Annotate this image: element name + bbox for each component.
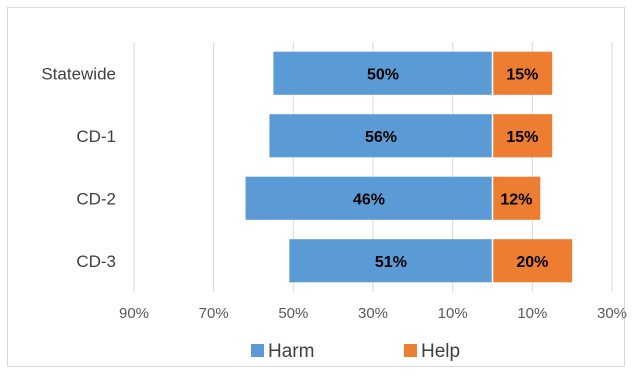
bars (245, 51, 573, 283)
category-label-CD-1: CD-1 (76, 127, 116, 146)
bar-help-CD-1 (492, 114, 553, 158)
data-label-harm-Statewide: 50% (367, 66, 399, 83)
data-label-harm-CD-1: 56% (365, 129, 397, 146)
legend-label-help: Help (421, 341, 460, 362)
tick-labels: 90% 70% 50% 30% 10% 10% 30% (119, 305, 627, 322)
bar-harm-Statewide (273, 51, 493, 95)
legend: Harm Help (251, 341, 460, 362)
bar-help-CD-3 (492, 239, 573, 283)
x-tick-label-3: 30% (358, 305, 388, 322)
x-tick-label-1: 70% (199, 305, 229, 322)
x-tick-label-6: 30% (597, 305, 627, 322)
data-label-help-CD-2: 12% (500, 191, 532, 208)
bar-harm-CD-3 (289, 239, 493, 283)
x-tick-label-0: 90% (119, 305, 149, 322)
data-label-harm-CD-3: 51% (375, 254, 407, 271)
category-labels: Statewide CD-1 CD-2 CD-3 (41, 64, 116, 271)
legend-swatch-help (404, 344, 417, 357)
data-label-harm-CD-2: 46% (353, 191, 385, 208)
data-label-help-CD-3: 20% (516, 254, 548, 271)
data-label-help-CD-1: 15% (506, 129, 538, 146)
category-label-CD-2: CD-2 (76, 189, 116, 208)
data-label-help-Statewide: 15% (506, 66, 538, 83)
category-label-Statewide: Statewide (41, 64, 116, 83)
legend-label-harm: Harm (268, 341, 314, 362)
bar-help-Statewide (492, 51, 553, 95)
x-tick-label-4: 10% (438, 305, 468, 322)
legend-swatch-harm (251, 344, 264, 357)
x-tick-label-2: 50% (278, 305, 308, 322)
bar-harm-CD-1 (269, 114, 493, 158)
category-label-CD-3: CD-3 (76, 252, 116, 271)
bar-harm-CD-2 (245, 176, 493, 220)
data-labels: 50% 15% 56% 15% 46% 12% 51% 20% (353, 66, 548, 271)
bar-help-CD-2 (492, 176, 541, 220)
x-tick-label-5: 10% (517, 305, 547, 322)
